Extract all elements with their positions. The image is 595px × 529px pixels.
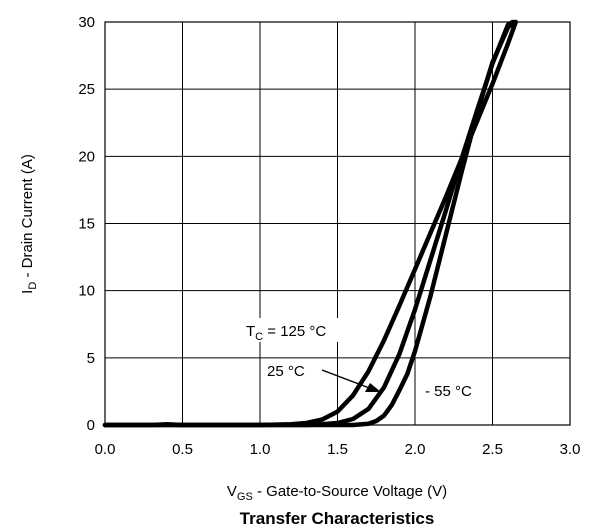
y-tick-label: 15 xyxy=(78,216,95,233)
series-lines xyxy=(102,19,519,428)
annotation-tm55-bg xyxy=(420,378,488,402)
x-tick-label: 0.0 xyxy=(95,441,116,458)
x-tick-label: 1.5 xyxy=(327,441,348,458)
y-axis-label: ID - Drain Current (A) xyxy=(19,154,39,294)
x-tick-label: 2.0 xyxy=(405,441,426,458)
y-tick-label: 0 xyxy=(87,417,95,434)
annotation-t125-bg xyxy=(243,318,353,342)
annotation-t25-arrowhead xyxy=(365,383,381,392)
x-tick-label: 2.5 xyxy=(482,441,503,458)
y-tick-label: 25 xyxy=(78,81,95,98)
annotation-t25: 25 °C xyxy=(267,363,305,380)
x-tick-label: 3.0 xyxy=(560,441,581,458)
x-tick-label: 0.5 xyxy=(172,441,193,458)
annotation-tm55: - 55 °C xyxy=(425,383,472,400)
y-tick-label: 10 xyxy=(78,283,95,300)
annotation-t25-bg xyxy=(263,359,319,381)
y-tick-label: 5 xyxy=(87,350,95,367)
y-tick-label: 30 xyxy=(78,14,95,31)
y-tick-label: 20 xyxy=(78,148,95,165)
x-axis-label: VGS - Gate-to-Source Voltage (V) xyxy=(227,483,447,503)
y-tick-labels: 0 5 10 15 20 25 30 xyxy=(78,14,95,434)
series-line-2 xyxy=(102,19,517,428)
x-tick-labels: 0.0 0.5 1.0 1.5 2.0 2.5 3.0 xyxy=(95,441,581,458)
grid xyxy=(105,22,570,425)
annotation-t125: TC = 125 °C xyxy=(246,323,326,343)
annotation-t25-arrow xyxy=(321,369,373,390)
chart-title: Transfer Characteristics xyxy=(240,509,435,528)
x-tick-label: 1.0 xyxy=(250,441,271,458)
